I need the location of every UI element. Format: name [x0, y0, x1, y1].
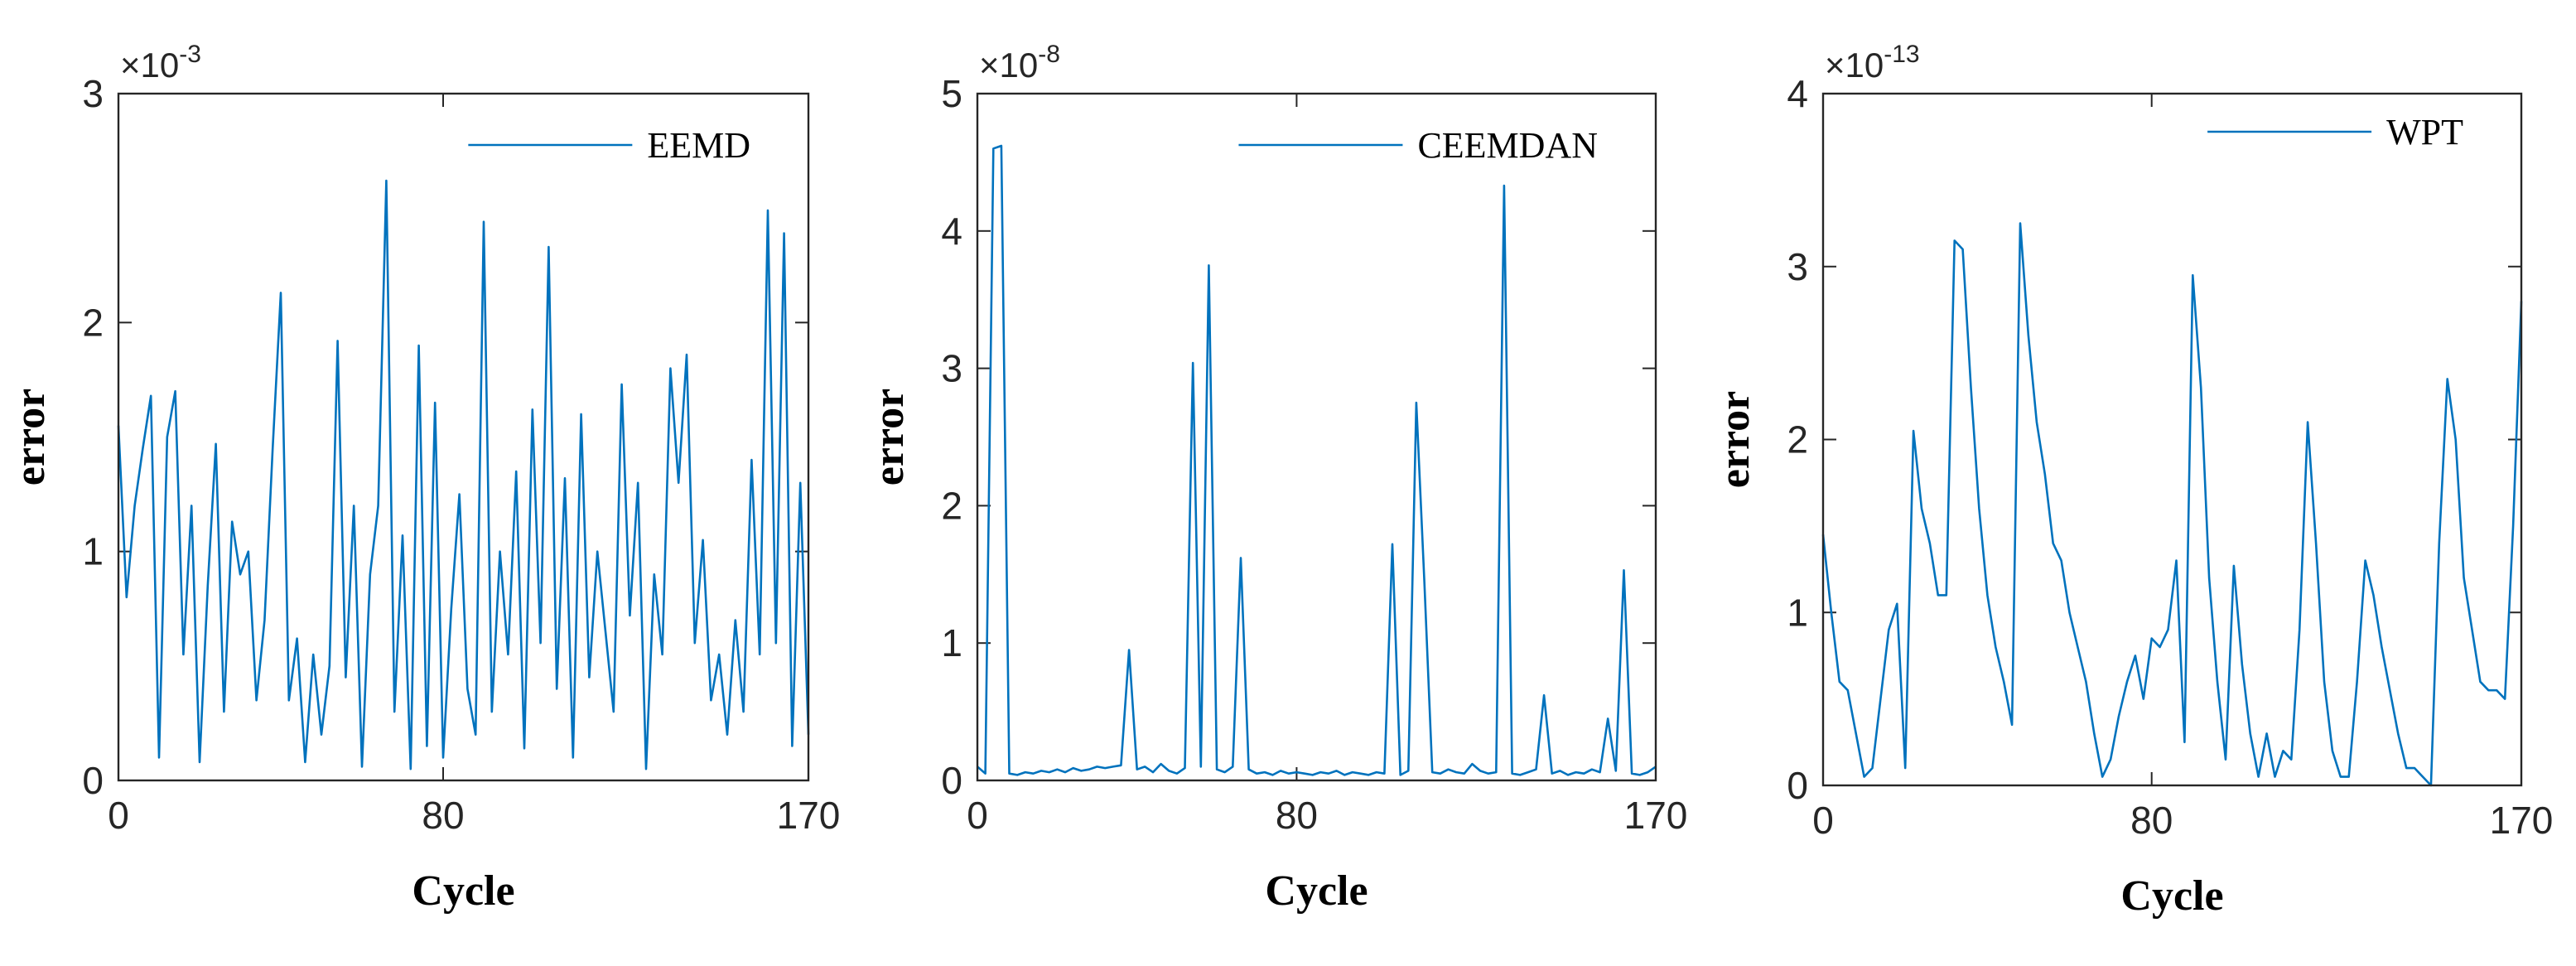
y-tick-label: 2	[941, 484, 962, 527]
y-tick-label: 3	[1787, 245, 1808, 288]
multiplier-exponent: -3	[179, 41, 201, 68]
y-axis-label: error	[7, 389, 54, 485]
plot-area	[1823, 94, 2521, 785]
multiplier-base: ×10	[120, 46, 179, 85]
axes-box	[976, 92, 1657, 782]
y-tick-label: 4	[941, 210, 962, 253]
subplot: 0 80 170 0 1 2 3 ×10-3 Cycle error EEMD	[7, 41, 840, 915]
multiplier-base: ×10	[979, 46, 1038, 85]
x-tick-label: 0	[108, 794, 129, 837]
axes-box	[117, 92, 810, 782]
x-axis-label: Cycle	[2120, 872, 2223, 920]
y-tick-label: 0	[941, 759, 962, 802]
multiplier-exponent: -8	[1038, 41, 1060, 68]
x-tick-label: 170	[2490, 799, 2554, 842]
x-tick-label: 0	[967, 794, 988, 837]
y-multiplier: ×10-3	[120, 41, 201, 85]
y-tick-label: 4	[1787, 72, 1808, 115]
legend-label: CEEMDAN	[1417, 125, 1598, 166]
y-tick-label: 5	[941, 72, 962, 115]
legend-label: EEMD	[647, 125, 750, 166]
y-tick-label: 2	[82, 301, 104, 344]
x-axis-label: Cycle	[1265, 867, 1368, 915]
x-tick-label: 170	[777, 794, 841, 837]
subplot: 0 80 170 0 1 2 3 4 ×10-13 Cycle error WPT	[1711, 41, 2553, 920]
x-tick-label: 80	[422, 794, 464, 837]
y-tick-label: 0	[1787, 764, 1808, 807]
y-multiplier: ×10-13	[1825, 41, 1920, 85]
y-tick-label: 3	[82, 72, 104, 115]
x-tick-label: 80	[2130, 799, 2173, 842]
data-line	[117, 179, 810, 770]
subplot: 0 80 170 0 1 2 3 4 5 ×10-8 Cycle error CEEMDAN	[866, 41, 1687, 915]
y-axis-label: error	[866, 389, 913, 485]
multiplier-base: ×10	[1825, 46, 1884, 85]
y-multiplier: ×10-8	[979, 41, 1060, 85]
data-line	[977, 144, 1657, 776]
x-tick-label: 170	[1624, 794, 1688, 837]
plot-area	[118, 94, 808, 780]
y-tick-label: 3	[941, 347, 962, 390]
axes-box	[1821, 92, 2523, 787]
y-tick-label: 0	[82, 759, 104, 802]
multiplier-exponent: -13	[1884, 41, 1919, 68]
data-line	[1821, 222, 2523, 787]
y-tick-label: 1	[82, 530, 104, 573]
x-tick-label: 80	[1276, 794, 1318, 837]
y-tick-label: 1	[1787, 591, 1808, 634]
y-axis-label: error	[1711, 391, 1758, 488]
y-tick-label: 2	[1787, 418, 1808, 461]
x-tick-label: 0	[1812, 799, 1834, 842]
y-tick-label: 1	[941, 621, 962, 664]
legend-label: WPT	[2386, 112, 2463, 152]
plot-area	[977, 94, 1656, 780]
x-axis-label: Cycle	[412, 867, 514, 915]
